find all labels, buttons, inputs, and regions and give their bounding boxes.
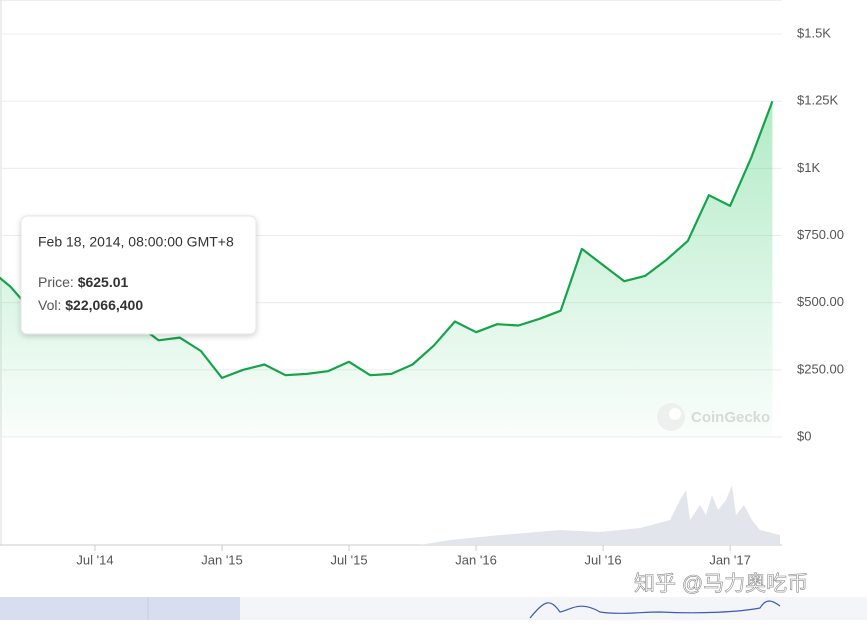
x-tick-label: Jul '15	[330, 552, 367, 567]
x-tick-label: Jul '16	[584, 552, 621, 567]
y-tick-label: $1K	[797, 160, 820, 175]
x-tick-label: Jan '17	[709, 552, 751, 567]
y-tick-label: $1.25K	[797, 93, 839, 108]
y-tick-label: $250.00	[797, 361, 844, 376]
tooltip-vol-value: $22,066,400	[65, 297, 143, 313]
tooltip-date: Feb 18, 2014, 08:00:00 GMT+8	[38, 234, 234, 250]
credit-watermark: 知乎 @马力奥吃币	[634, 573, 808, 596]
tooltip-price-value: $625.01	[78, 274, 129, 290]
tooltip: Feb 18, 2014, 08:00:00 GMT+8 Price: $625…	[20, 215, 257, 335]
y-tick-label: $1.5K	[797, 25, 831, 40]
tooltip-vol: Vol: $22,066,400	[38, 297, 143, 313]
y-tick-label: $500.00	[797, 294, 844, 309]
y-tick-label: $750.00	[797, 227, 844, 242]
tooltip-vol-label: Vol:	[38, 297, 61, 313]
tooltip-price-label: Price:	[38, 274, 74, 290]
navigator-line	[529, 600, 781, 619]
watermark: CoinGecko	[691, 409, 770, 426]
watermark-logo	[657, 403, 685, 431]
navigator-selection	[0, 597, 240, 620]
y-tick-label: $0	[797, 428, 811, 443]
x-tick-label: Jan '15	[201, 552, 243, 567]
volume-area	[420, 485, 780, 545]
tooltip-price: Price: $625.01	[38, 274, 129, 290]
x-tick-label: Jul '14	[76, 552, 113, 567]
price-area	[0, 101, 773, 437]
tooltip-box	[20, 215, 257, 335]
x-tick-label: Jan '16	[455, 552, 497, 567]
